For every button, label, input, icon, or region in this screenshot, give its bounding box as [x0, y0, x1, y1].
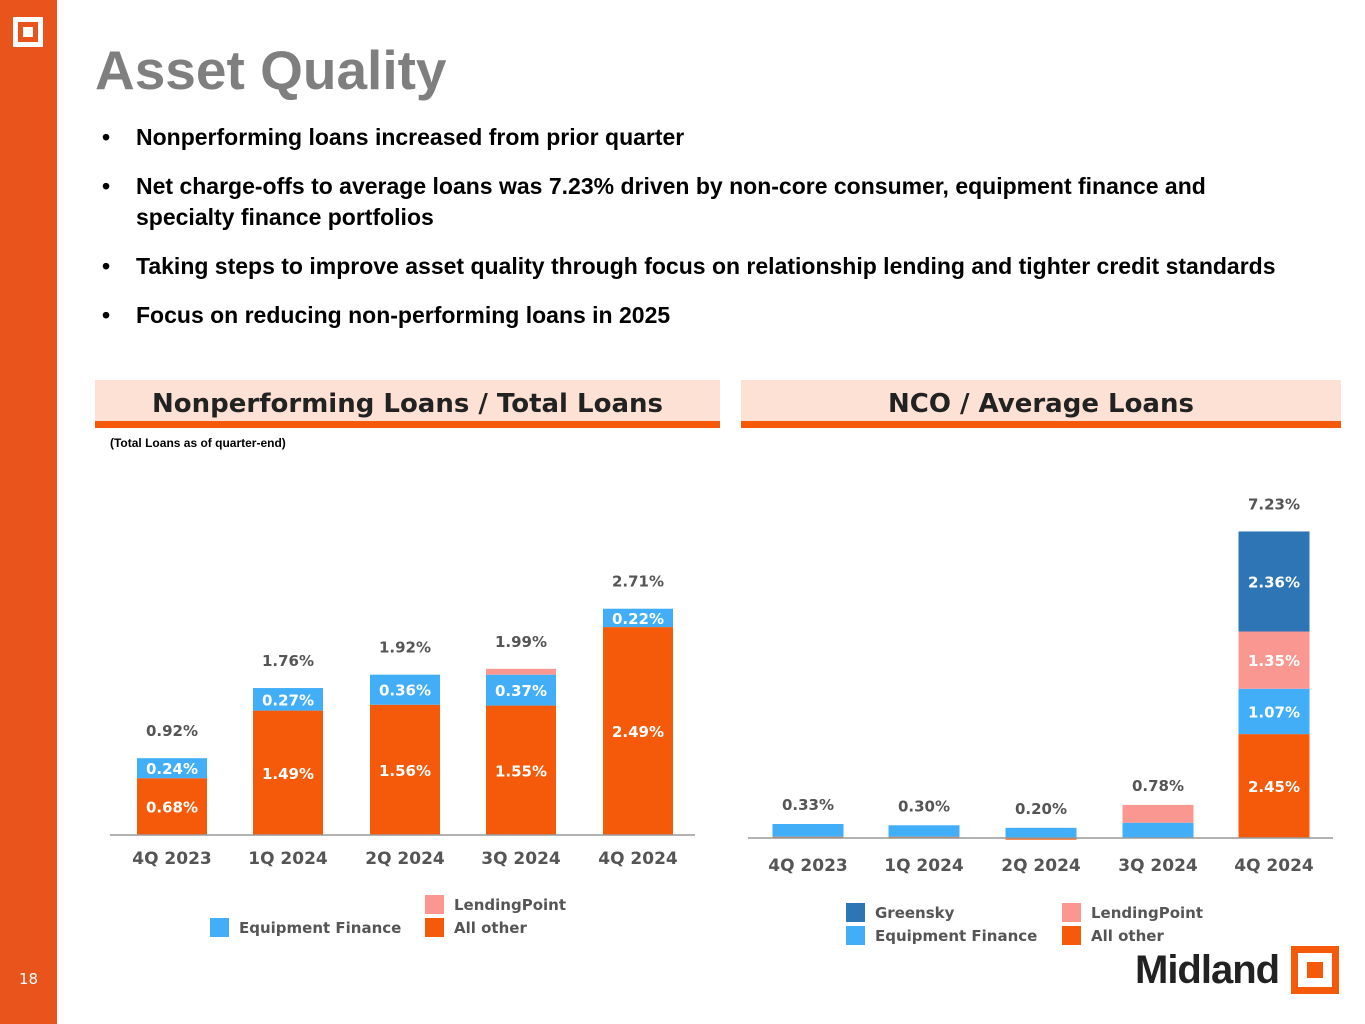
bar-equipment-finance — [1005, 827, 1077, 838]
midland-logo-icon — [13, 17, 43, 47]
brand-name: Midland — [1135, 947, 1280, 992]
bar-equipment-finance — [772, 824, 844, 837]
data-label: 2.36% — [1248, 573, 1300, 591]
legend-equipment-finance: Equipment Finance — [210, 918, 401, 937]
data-label: 2.45% — [1248, 778, 1300, 796]
data-label: 0.27% — [262, 691, 314, 709]
legend-label: LendingPoint — [454, 895, 566, 914]
bar-equipment-finance — [253, 688, 323, 711]
bar-lendingpoint — [1238, 631, 1310, 689]
legend-label: LendingPoint — [1091, 903, 1203, 922]
data-label: 0.36% — [379, 682, 431, 700]
bar-lendingpoint — [1122, 804, 1194, 823]
legend-lendingpoint: LendingPoint — [425, 895, 566, 914]
total-label: 0.30% — [898, 797, 950, 815]
total-label: 1.99% — [495, 633, 547, 651]
total-label: 1.92% — [379, 639, 431, 657]
bar-all-other — [1238, 734, 1310, 838]
bullet-list: Nonperforming loans increased from prior… — [100, 122, 1300, 349]
sidebar: 18 — [0, 0, 57, 1024]
data-label: 1.35% — [1248, 652, 1300, 670]
total-label: 7.23% — [1248, 495, 1300, 513]
legend-equipment-finance: Equipment Finance — [846, 926, 1037, 945]
legend-swatch — [1062, 926, 1081, 945]
total-label: 0.92% — [146, 722, 198, 740]
bar-equipment-finance — [370, 674, 440, 705]
data-label: 1.56% — [379, 762, 431, 780]
bar-all-other — [137, 778, 207, 835]
legend-swatch — [425, 895, 444, 914]
legend-label: All other — [1091, 926, 1164, 945]
legend-swatch — [1062, 903, 1081, 922]
legend-label: Greensky — [875, 903, 955, 922]
npl-chart-note: (Total Loans as of quarter-end) — [110, 436, 286, 450]
legend-lendingpoint: LendingPoint — [1062, 903, 1203, 922]
legend-swatch — [425, 918, 444, 937]
bar-equipment-finance — [486, 674, 556, 706]
legend-label: Equipment Finance — [875, 926, 1038, 945]
total-label: 1.76% — [262, 652, 314, 670]
total-label: 0.78% — [1132, 777, 1184, 795]
bar-all-other — [1005, 838, 1077, 840]
total-label: 2.71% — [612, 573, 664, 591]
bullet-item: Taking steps to improve asset quality th… — [100, 251, 1300, 282]
category-label: 4Q 2023 — [132, 849, 212, 869]
brand-mark-icon — [1291, 946, 1340, 994]
page-title: Asset Quality — [95, 39, 447, 101]
data-label: 2.49% — [612, 723, 664, 741]
total-label: 0.33% — [782, 796, 834, 814]
bar-equipment-finance — [603, 608, 673, 628]
bullet-item: Nonperforming loans increased from prior… — [100, 122, 1300, 153]
data-label: 1.49% — [262, 765, 314, 783]
bar-equipment-finance — [888, 825, 960, 837]
category-label: 3Q 2024 — [481, 849, 561, 869]
bar-equipment-finance — [1238, 688, 1310, 735]
bar-all-other — [603, 627, 673, 835]
legend-greensky: Greensky — [846, 903, 954, 922]
legend-swatch — [846, 903, 865, 922]
data-label: 1.55% — [495, 762, 547, 780]
bar-all-other — [370, 704, 440, 835]
category-label: 3Q 2024 — [1118, 856, 1198, 876]
data-label: 0.22% — [612, 610, 664, 628]
legend-label: All other — [454, 918, 527, 937]
category-label: 4Q 2024 — [598, 849, 678, 869]
data-label: 0.24% — [146, 760, 198, 778]
category-label: 1Q 2024 — [884, 856, 964, 876]
bar-all-other — [486, 705, 556, 835]
bullet-item: Focus on reducing non-performing loans i… — [100, 300, 1300, 331]
data-label: 1.07% — [1248, 703, 1300, 721]
midland-brand-logo: Midland — [1135, 946, 1340, 994]
bar-equipment-finance — [1122, 822, 1194, 838]
total-label: 0.20% — [1015, 800, 1067, 818]
category-label: 2Q 2024 — [1001, 856, 1081, 876]
legend-all-other: All other — [425, 918, 527, 937]
legend-swatch — [846, 926, 865, 945]
category-label: 4Q 2023 — [768, 856, 848, 876]
page-number: 18 — [18, 970, 39, 988]
legend-label: Equipment Finance — [239, 918, 402, 937]
data-label: 0.68% — [146, 799, 198, 817]
nco-chart-title: NCO / Average Loans — [741, 380, 1341, 428]
npl-chart-title: Nonperforming Loans / Total Loans — [95, 380, 720, 428]
category-label: 4Q 2024 — [1234, 856, 1314, 876]
bar-greensky — [1238, 531, 1310, 632]
category-label: 1Q 2024 — [248, 849, 328, 869]
bullet-item: Net charge-offs to average loans was 7.2… — [100, 171, 1300, 233]
bar-equipment-finance — [137, 758, 207, 779]
category-label: 2Q 2024 — [365, 849, 445, 869]
data-label: 0.37% — [495, 682, 547, 700]
legend-all-other: All other — [1062, 926, 1164, 945]
legend-swatch — [210, 918, 229, 937]
bar-all-other — [253, 710, 323, 835]
bar-lendingpoint — [486, 668, 556, 675]
